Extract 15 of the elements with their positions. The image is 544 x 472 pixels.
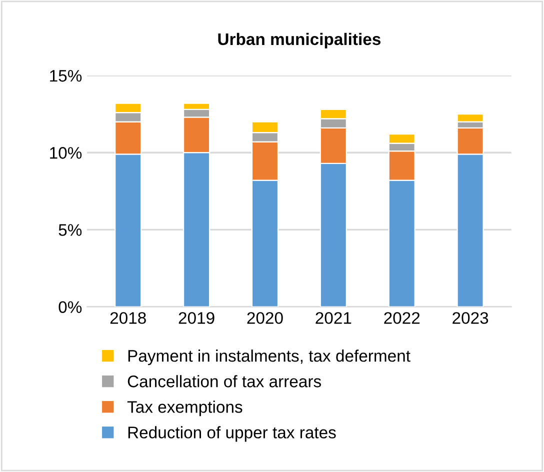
x-tick-label: 2021 [316, 312, 352, 324]
legend-label: Tax exemptions [127, 400, 242, 416]
y-tick-label: 0% [58, 301, 82, 314]
legend-label: Payment in instalments, tax deferment [128, 350, 410, 366]
x-tick-label: 2018 [110, 312, 146, 324]
x-tick-label: 2019 [178, 312, 214, 324]
x-tick-label: 2020 [247, 312, 283, 324]
legend-label: Cancellation of tax arrears [128, 375, 321, 388]
chart-title: Urban municipalities [218, 32, 380, 48]
x-tick-label: 2022 [384, 312, 420, 324]
y-tick-label: 10% [50, 147, 82, 159]
y-tick-label: 5% [58, 224, 82, 236]
x-tick-label: 2023 [452, 312, 488, 324]
y-tick-label: 15% [50, 70, 82, 82]
legend-label: Reduction of upper tax rates [128, 426, 336, 442]
